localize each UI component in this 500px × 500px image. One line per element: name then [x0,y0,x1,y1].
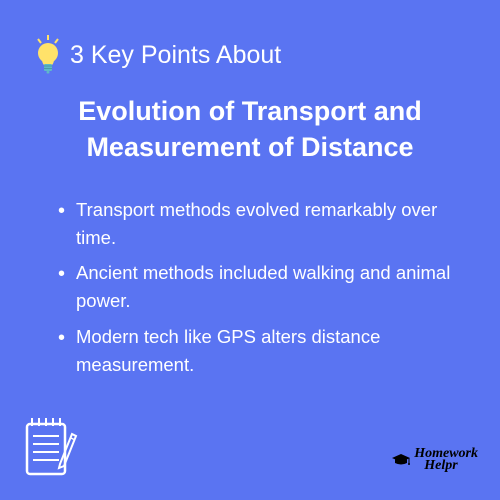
lightbulb-icon [32,35,64,75]
brand-text: Homework Helpr [414,447,478,472]
brand-logo: Homework Helpr [391,447,478,472]
main-title: Evolution of Transport and Measurement o… [32,93,468,166]
heading-text: 3 Key Points About [70,41,281,70]
graduation-cap-icon [391,453,411,467]
point-item: Ancient methods included walking and ani… [58,259,468,315]
header-row: 3 Key Points About [32,35,468,75]
points-list: Transport methods evolved remarkably ove… [32,196,468,379]
info-card: 3 Key Points About Evolution of Transpor… [0,0,500,500]
point-item: Modern tech like GPS alters distance mea… [58,323,468,379]
notepad-icon [22,416,78,480]
point-item: Transport methods evolved remarkably ove… [58,196,468,252]
